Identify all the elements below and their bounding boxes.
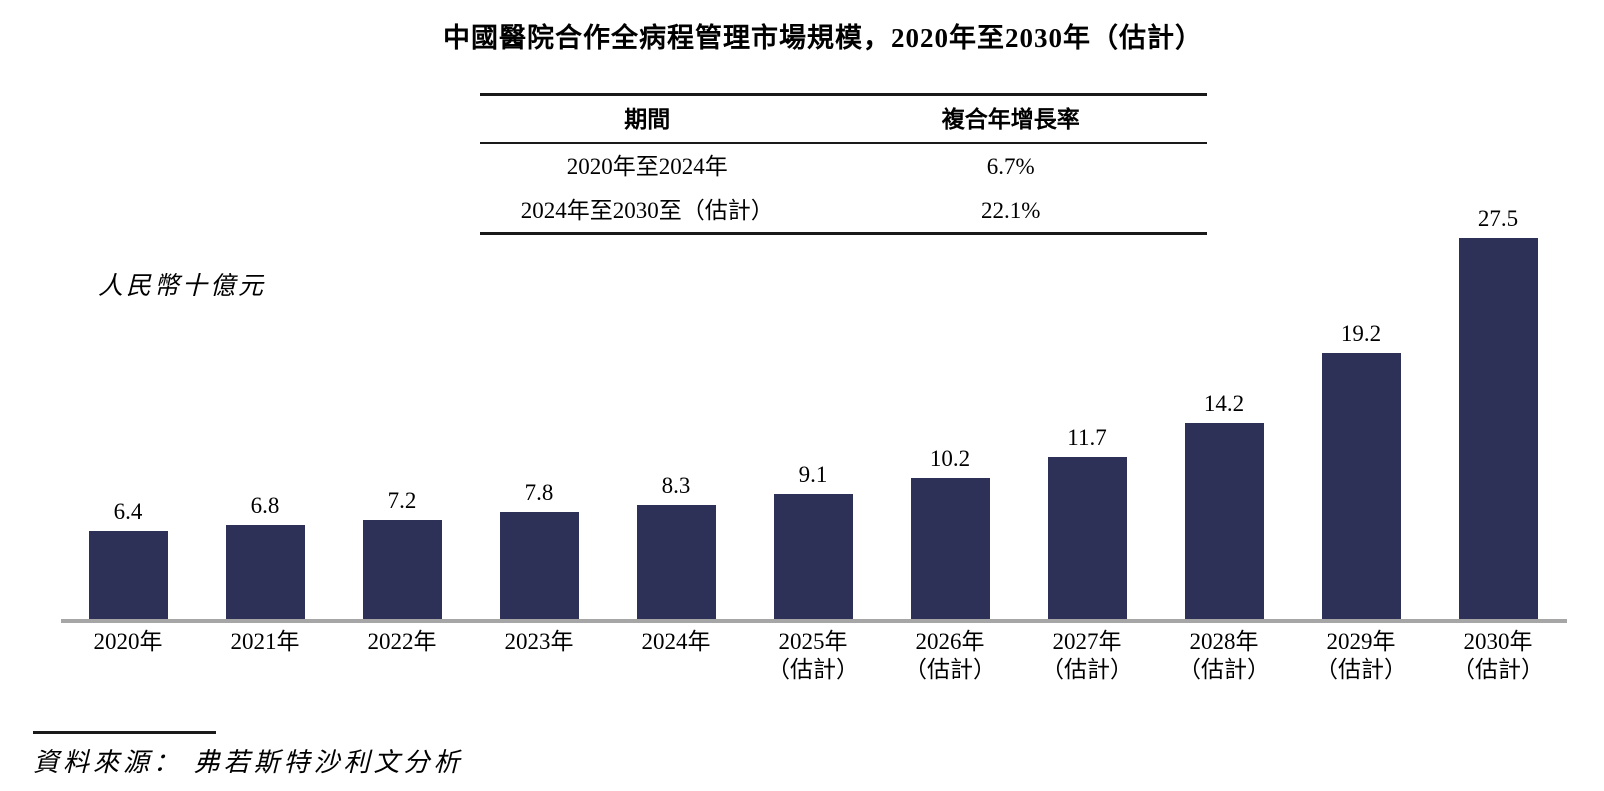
bar-value-label: 9.1 bbox=[798, 462, 828, 487]
cagr-table: 期間 複合年增長率 2020年至2024年 6.7% 2024年至2030至（估… bbox=[480, 93, 1207, 235]
x-tick-year: 2021年 bbox=[230, 629, 300, 654]
bar-2023年 bbox=[499, 512, 579, 620]
x-tick-label: 2022年 bbox=[332, 628, 472, 656]
table-header-period: 期間 bbox=[624, 106, 671, 132]
period-cell: 2020年至2024年 bbox=[566, 153, 728, 179]
x-tick-label: 2023年 bbox=[469, 628, 609, 656]
x-axis-line bbox=[61, 619, 1567, 623]
x-tick-estimate: （估計） bbox=[1178, 657, 1270, 682]
source-note: 資料來源： 弗若斯特沙利文分析 bbox=[33, 748, 464, 777]
x-tick-year: 2025年 bbox=[778, 629, 848, 654]
x-tick-year: 2024年 bbox=[641, 629, 711, 654]
x-tick-year: 2022年 bbox=[367, 629, 437, 654]
bar-2020年 bbox=[88, 531, 168, 620]
bar-2026年 bbox=[910, 478, 990, 620]
x-tick-estimate: （估計） bbox=[1041, 657, 1133, 682]
x-tick-year: 2027年 bbox=[1052, 629, 1122, 654]
x-tick-year: 2020年 bbox=[93, 629, 163, 654]
bar-2027年 bbox=[1047, 457, 1127, 620]
x-tick-year: 2026年 bbox=[915, 629, 985, 654]
bar-value-label: 6.8 bbox=[250, 493, 280, 518]
x-tick-label: 2027年 （估計） bbox=[1017, 628, 1157, 684]
bar-2021年 bbox=[225, 525, 305, 620]
x-tick-estimate: （估計） bbox=[1315, 657, 1407, 682]
bar-2029年 bbox=[1321, 353, 1401, 620]
cagr-table-row: 2024年至2030至（估計） 22.1% bbox=[480, 188, 1207, 232]
x-tick-label: 2021年 bbox=[195, 628, 335, 656]
x-tick-label: 2026年 （估計） bbox=[880, 628, 1020, 684]
x-tick-label: 2028年 （估計） bbox=[1154, 628, 1294, 684]
bar-value-label: 27.5 bbox=[1477, 206, 1519, 231]
cagr-table-header-row: 期間 複合年增長率 bbox=[480, 96, 1207, 144]
bar-2030年 bbox=[1458, 238, 1538, 620]
cagr-cell: 6.7% bbox=[986, 153, 1035, 179]
x-tick-label: 2025年 （估計） bbox=[743, 628, 883, 684]
x-tick-estimate: （估計） bbox=[1452, 657, 1544, 682]
bar-value-label: 6.4 bbox=[113, 499, 143, 524]
bar-value-label: 10.2 bbox=[929, 446, 971, 471]
x-tick-label: 2020年 bbox=[58, 628, 198, 656]
bar-value-label: 19.2 bbox=[1340, 321, 1382, 346]
x-tick-label: 2029年 （估計） bbox=[1291, 628, 1431, 684]
bar-2024年 bbox=[636, 505, 716, 620]
x-tick-estimate: （估計） bbox=[767, 657, 859, 682]
bar-2025年 bbox=[773, 494, 853, 620]
x-tick-year: 2028年 bbox=[1189, 629, 1259, 654]
x-tick-year: 2030年 bbox=[1463, 629, 1533, 654]
cagr-cell: 22.1% bbox=[980, 197, 1041, 223]
bar-value-label: 8.3 bbox=[661, 473, 691, 498]
bar-value-label: 14.2 bbox=[1203, 391, 1245, 416]
plot-area: 6.4 6.8 7.2 7.8 8.3 9.1 10.2 11.7 14.2 19.2 27.5 bbox=[61, 180, 1567, 620]
x-tick-label: 2024年 bbox=[606, 628, 746, 656]
chart-title: 中國醫院合作全病程管理市場規模，2020年至2030年（估計） bbox=[443, 23, 1203, 53]
x-tick-label: 2030年 （估計） bbox=[1428, 628, 1568, 684]
y-axis-unit-label: 人民幣十億元 bbox=[98, 273, 267, 300]
period-cell: 2024年至2030至（估計） bbox=[520, 197, 774, 223]
bar-2028年 bbox=[1184, 423, 1264, 620]
x-axis-labels: 2020年 2021年 2022年 2023年 2024年 2025年 （估計） 2026年 （… bbox=[61, 628, 1567, 688]
bar-value-label: 11.7 bbox=[1067, 425, 1107, 450]
x-tick-year: 2023年 bbox=[504, 629, 574, 654]
cagr-table-row: 2020年至2024年 6.7% bbox=[480, 144, 1207, 188]
x-tick-estimate: （估計） bbox=[904, 657, 996, 682]
x-tick-year: 2029年 bbox=[1326, 629, 1396, 654]
bar-value-label: 7.8 bbox=[524, 480, 554, 505]
source-divider bbox=[33, 731, 216, 734]
bar-value-label: 7.2 bbox=[387, 488, 417, 513]
bar-2022年 bbox=[362, 520, 442, 620]
table-header-cagr: 複合年增長率 bbox=[941, 106, 1080, 132]
